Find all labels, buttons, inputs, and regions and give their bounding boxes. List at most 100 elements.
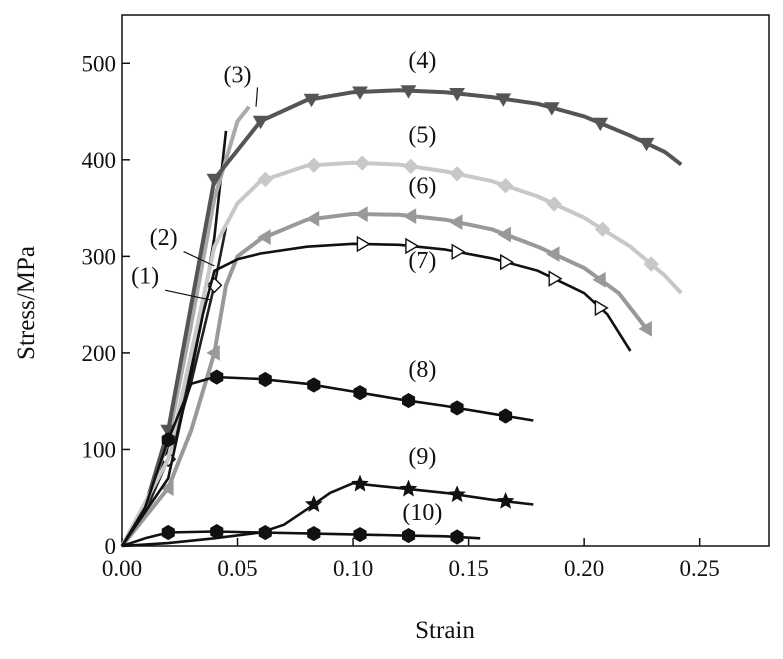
series-line [121, 530, 481, 548]
series-10 [121, 524, 481, 548]
x-tick-label: 0.05 [217, 556, 257, 581]
series-marker [210, 524, 224, 540]
y-tick-label: 100 [82, 437, 117, 462]
x-tick-label: 0.00 [102, 556, 142, 581]
series-label: (2) [150, 225, 178, 251]
series-layer [120, 85, 683, 548]
series-marker [399, 479, 418, 497]
series-6 [120, 206, 652, 548]
series-marker [449, 166, 465, 182]
series-marker [638, 137, 655, 152]
series-marker [206, 345, 220, 361]
series-label: (5) [408, 122, 436, 148]
series-marker [548, 270, 563, 287]
x-axis-title: Strain [415, 617, 475, 644]
series-label: (9) [408, 444, 436, 470]
x-tick-label: 0.10 [333, 556, 373, 581]
y-tick-label: 300 [82, 244, 117, 269]
series-marker [258, 525, 272, 541]
series-marker [543, 102, 560, 116]
series-marker [546, 196, 562, 212]
series-marker [497, 177, 514, 194]
y-tick-label: 500 [82, 51, 117, 76]
series-marker [497, 226, 511, 243]
series-marker [210, 369, 224, 385]
series-line [120, 242, 632, 547]
series-marker [495, 93, 512, 107]
series-marker [449, 214, 463, 230]
series-marker [304, 495, 323, 512]
series-marker [594, 299, 609, 317]
series-marker [643, 256, 659, 272]
y-tick-label: 0 [105, 534, 117, 559]
series-marker [306, 157, 322, 173]
series-marker [257, 171, 274, 188]
series-marker [592, 117, 609, 132]
series-marker [402, 393, 416, 409]
series-marker [496, 491, 515, 509]
series-marker [303, 93, 320, 108]
series-marker [354, 206, 368, 222]
series-marker [448, 485, 466, 503]
series-marker [353, 527, 367, 543]
series-5 [120, 155, 683, 547]
series-marker [400, 85, 417, 99]
series-marker [252, 115, 269, 130]
series-marker [402, 528, 416, 544]
label-leader [164, 289, 210, 301]
series-marker [449, 88, 465, 102]
series-marker [258, 371, 272, 388]
series-marker [638, 320, 652, 337]
series-marker [594, 221, 611, 238]
series-marker [546, 246, 560, 262]
series-8 [120, 369, 534, 547]
series-label: (8) [408, 357, 436, 383]
series-label: (7) [408, 248, 436, 274]
label-leader [255, 87, 259, 107]
series-marker [356, 235, 371, 253]
series-9 [121, 474, 534, 548]
x-tick-label: 0.25 [680, 556, 720, 581]
series-marker [450, 400, 464, 416]
series-marker [160, 480, 174, 496]
y-tick-label: 400 [82, 148, 117, 173]
series-marker [307, 377, 321, 393]
series-marker [352, 86, 368, 100]
series-marker [307, 526, 321, 542]
series-marker [161, 432, 175, 448]
axis-ticks: 0.00 0.05 0.10 0.15 0.20 0.25 0 100 200 300 400 500 [82, 51, 720, 581]
series-labels: (1) (2) (3) (4) (5) (6) (7) (8) (9) (10) [131, 48, 442, 526]
series-marker [305, 210, 320, 227]
y-tick-label: 200 [82, 341, 117, 366]
series-marker [206, 173, 223, 188]
series-marker [161, 524, 175, 541]
series-label: (10) [402, 500, 442, 526]
series-marker [402, 208, 417, 224]
series-marker [451, 243, 466, 261]
series-label: (3) [224, 63, 252, 89]
series-marker [353, 385, 367, 401]
series-marker [500, 253, 514, 271]
series-label: (4) [408, 48, 436, 74]
series-label: (6) [408, 174, 436, 200]
series-marker [450, 529, 464, 545]
series-marker [351, 474, 369, 492]
x-tick-label: 0.20 [564, 556, 604, 581]
series-line [120, 160, 683, 547]
series-line [120, 211, 651, 548]
series-label: (1) [131, 263, 159, 289]
label-leader [183, 250, 215, 267]
series-marker [257, 229, 271, 245]
series-line [120, 375, 534, 547]
series-marker [354, 155, 371, 171]
series-4 [120, 85, 683, 548]
series-marker [405, 237, 420, 255]
series-marker [592, 271, 606, 288]
series-marker [499, 408, 513, 424]
series-marker [403, 158, 419, 175]
x-tick-label: 0.15 [448, 556, 488, 581]
y-axis-title: Stress/MPa [13, 246, 40, 360]
plot-frame [121, 14, 770, 547]
series-7 [120, 235, 632, 547]
